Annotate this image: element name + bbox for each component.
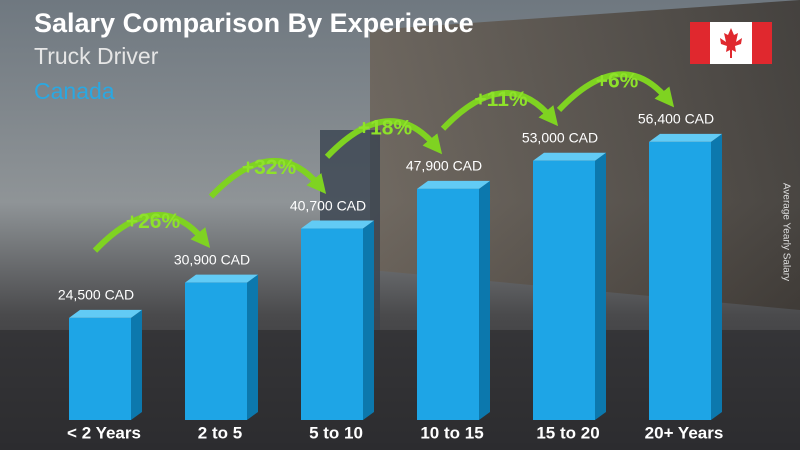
bar-side — [479, 180, 490, 420]
x-tick-label: 10 to 15 — [420, 423, 483, 442]
bar-side — [247, 274, 258, 420]
bar — [533, 160, 595, 421]
change-label: +32% — [242, 156, 297, 179]
bar — [69, 317, 131, 420]
maple-leaf — [720, 28, 742, 58]
bar-top — [649, 133, 722, 142]
bar-top — [185, 274, 258, 283]
change-label: +6% — [596, 69, 639, 92]
change-label: +18% — [358, 116, 413, 139]
value-label: 47,900 CAD — [406, 158, 482, 174]
bar-side — [131, 309, 142, 420]
value-label: 40,700 CAD — [290, 197, 366, 213]
x-tick-label: 15 to 20 — [536, 423, 599, 442]
bar-side — [711, 133, 722, 420]
value-label: 53,000 CAD — [522, 129, 598, 145]
change-arrow — [440, 89, 559, 131]
bar-side — [595, 152, 606, 421]
value-label: 56,400 CAD — [638, 111, 714, 127]
x-tick-label: 20+ Years — [645, 423, 724, 442]
flag-band — [690, 22, 710, 64]
bar — [301, 228, 363, 420]
x-tick-label: 2 to 5 — [198, 423, 242, 442]
change-arrow — [92, 211, 211, 253]
bar-top — [533, 152, 606, 161]
value-label: 30,900 CAD — [174, 251, 250, 267]
bar-top — [69, 309, 142, 318]
change-arrow — [208, 157, 327, 199]
value-label: 24,500 CAD — [58, 287, 134, 303]
change-label: +26% — [126, 210, 181, 233]
chart-subtitle: Truck Driver — [34, 43, 159, 69]
bar — [185, 282, 247, 420]
flag — [690, 22, 772, 64]
side-label: Average Yearly Salary — [780, 183, 791, 281]
bar-top — [301, 220, 374, 229]
x-tick-label: < 2 Years — [67, 423, 141, 442]
bar — [649, 141, 711, 420]
bar-side — [363, 220, 374, 420]
flag-band — [752, 22, 772, 64]
location: Canada — [34, 78, 115, 104]
change-label: +11% — [474, 88, 527, 111]
bar-top — [417, 180, 490, 189]
x-tick-label: 5 to 10 — [309, 423, 363, 442]
chart-title: Salary Comparison By Experience — [34, 8, 474, 38]
change-arrow — [556, 71, 675, 113]
change-arrow — [324, 118, 443, 159]
bar — [417, 188, 479, 420]
